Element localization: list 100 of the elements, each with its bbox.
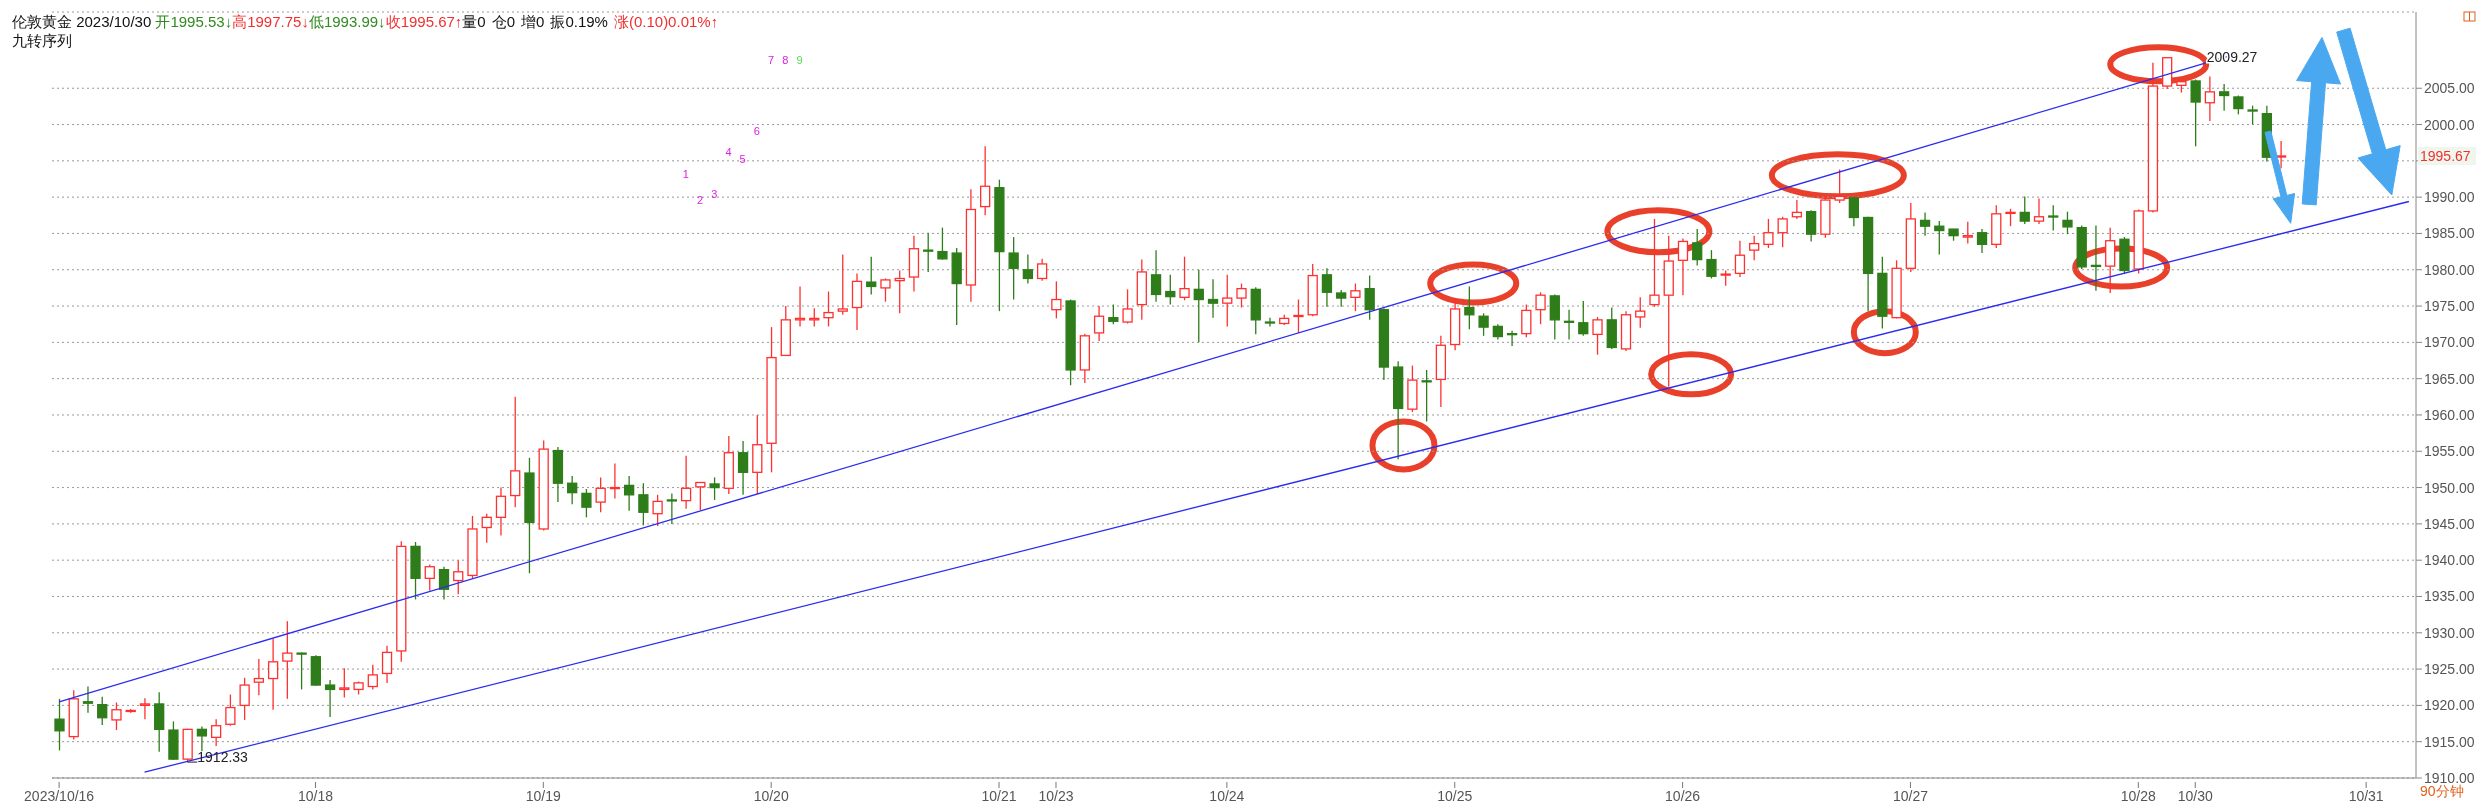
annotation: 高1997.75↓ [232,13,309,30]
y-tick-label: 2000.00 [2424,116,2475,133]
candlestick [1734,240,1746,278]
candlestick [2048,204,2059,232]
candlestick [1692,228,1703,267]
candlestick [54,698,65,752]
candlestick [438,566,450,601]
candlestick [1506,330,1518,347]
candlestick [638,482,649,526]
candlestick [253,658,265,696]
candlestick [2062,211,2073,235]
candlestick [1022,253,1034,285]
y-tick-label: 1910.00 [2424,769,2475,786]
candlestick [837,253,848,316]
y-tick-label: 1940.00 [2424,552,2475,569]
candlestick [567,475,578,505]
candlestick [139,697,151,720]
candlestick [211,718,222,747]
candlestick [1578,300,1589,337]
candlestick [1364,274,1375,321]
candlestick [1093,305,1105,342]
annotation: 低1993.99↓ [308,13,386,30]
candlestick [2218,83,2230,112]
candlestick [1236,282,1247,309]
candlestick [652,494,663,527]
y-tick-label: 1965.00 [2424,370,2475,387]
candlestick [282,620,293,700]
annotation: 1912.33 [197,749,249,766]
candlestick [823,290,834,328]
text: 1995.67 [2420,147,2471,164]
candlestick [980,145,991,216]
candlestick [1962,221,1973,245]
candlestick [1763,218,1774,249]
x-tick-label: 2023/10/16 [24,788,95,804]
candlestick [2019,195,2030,225]
text: 90分钟 [2420,783,2464,799]
candlestick [1805,209,1817,243]
candlestick [2247,105,2258,126]
candlestick [225,693,236,727]
annotation: 2 [696,193,704,206]
y-tick-label: 1915.00 [2424,733,2475,750]
candlestick [424,563,435,592]
candlestick [2233,94,2244,116]
candlestick [2204,75,2216,122]
candlestick [1051,280,1062,320]
annotation: 量0 [462,13,486,30]
candlestick [239,677,250,721]
candlestick [1535,291,1546,325]
candlestick [1350,282,1361,312]
candlestick [481,513,492,544]
chart-title: 伦敦黄金 2023/10/30 [12,13,153,30]
annotation: 开1995.53↓ [155,13,233,30]
candlestick [1008,236,1019,301]
annotation: 增0 [521,13,545,30]
candlestick [1777,216,1788,248]
x-tick-label: 10/27 [1892,788,1929,804]
candlestick [1478,312,1489,337]
candlestick [709,476,720,501]
candlestick [453,559,464,595]
y-tick-label: 1990.00 [2424,189,2475,206]
annotation: 仓0 [491,13,516,30]
candlestick [1293,298,1304,334]
candlestick [794,285,806,328]
candlestick [680,454,692,510]
candlestick [623,475,635,512]
candlestick [2190,78,2201,147]
candlestick [324,679,336,718]
annotation: 9 [796,54,803,67]
candlestick [1919,211,1931,237]
y-tick-label: 1970.00 [2424,334,2475,351]
candlestick [1193,269,1204,344]
candlestick [1521,303,1532,338]
y-tick-label: 1950.00 [2424,479,2475,496]
candlestick [581,488,592,518]
candlestick [2275,140,2287,169]
annotation: 振0.19% [550,13,608,30]
candlestick [880,277,891,303]
candlestick [82,685,94,714]
annotation: 6 [753,125,760,138]
x-tick-label: 10/23 [1038,788,1074,804]
candlestick [737,440,749,496]
y-tick-label: 1955.00 [2424,443,2475,460]
annotation: 4 [725,146,732,159]
annotation: 3 [711,187,718,200]
candlestick [666,492,678,525]
candlestick [1549,293,1560,341]
candlestick [339,667,350,699]
candlestick [1036,258,1048,282]
y-tick-label: 1945.00 [2424,515,2475,532]
y-tick-label: 1960.00 [2424,406,2475,423]
candlestick [1207,278,1219,319]
candlestick [2090,224,2102,292]
candlestick [296,651,307,691]
y-tick-label: 2005.00 [2424,80,2475,97]
candlestick [1976,228,1988,254]
x-tick-label: 10/28 [2120,788,2157,804]
y-tick-label: 1985.00 [2424,225,2475,242]
candlestick [1122,288,1133,325]
candlestick [495,486,507,537]
candlestick [1179,256,1190,301]
